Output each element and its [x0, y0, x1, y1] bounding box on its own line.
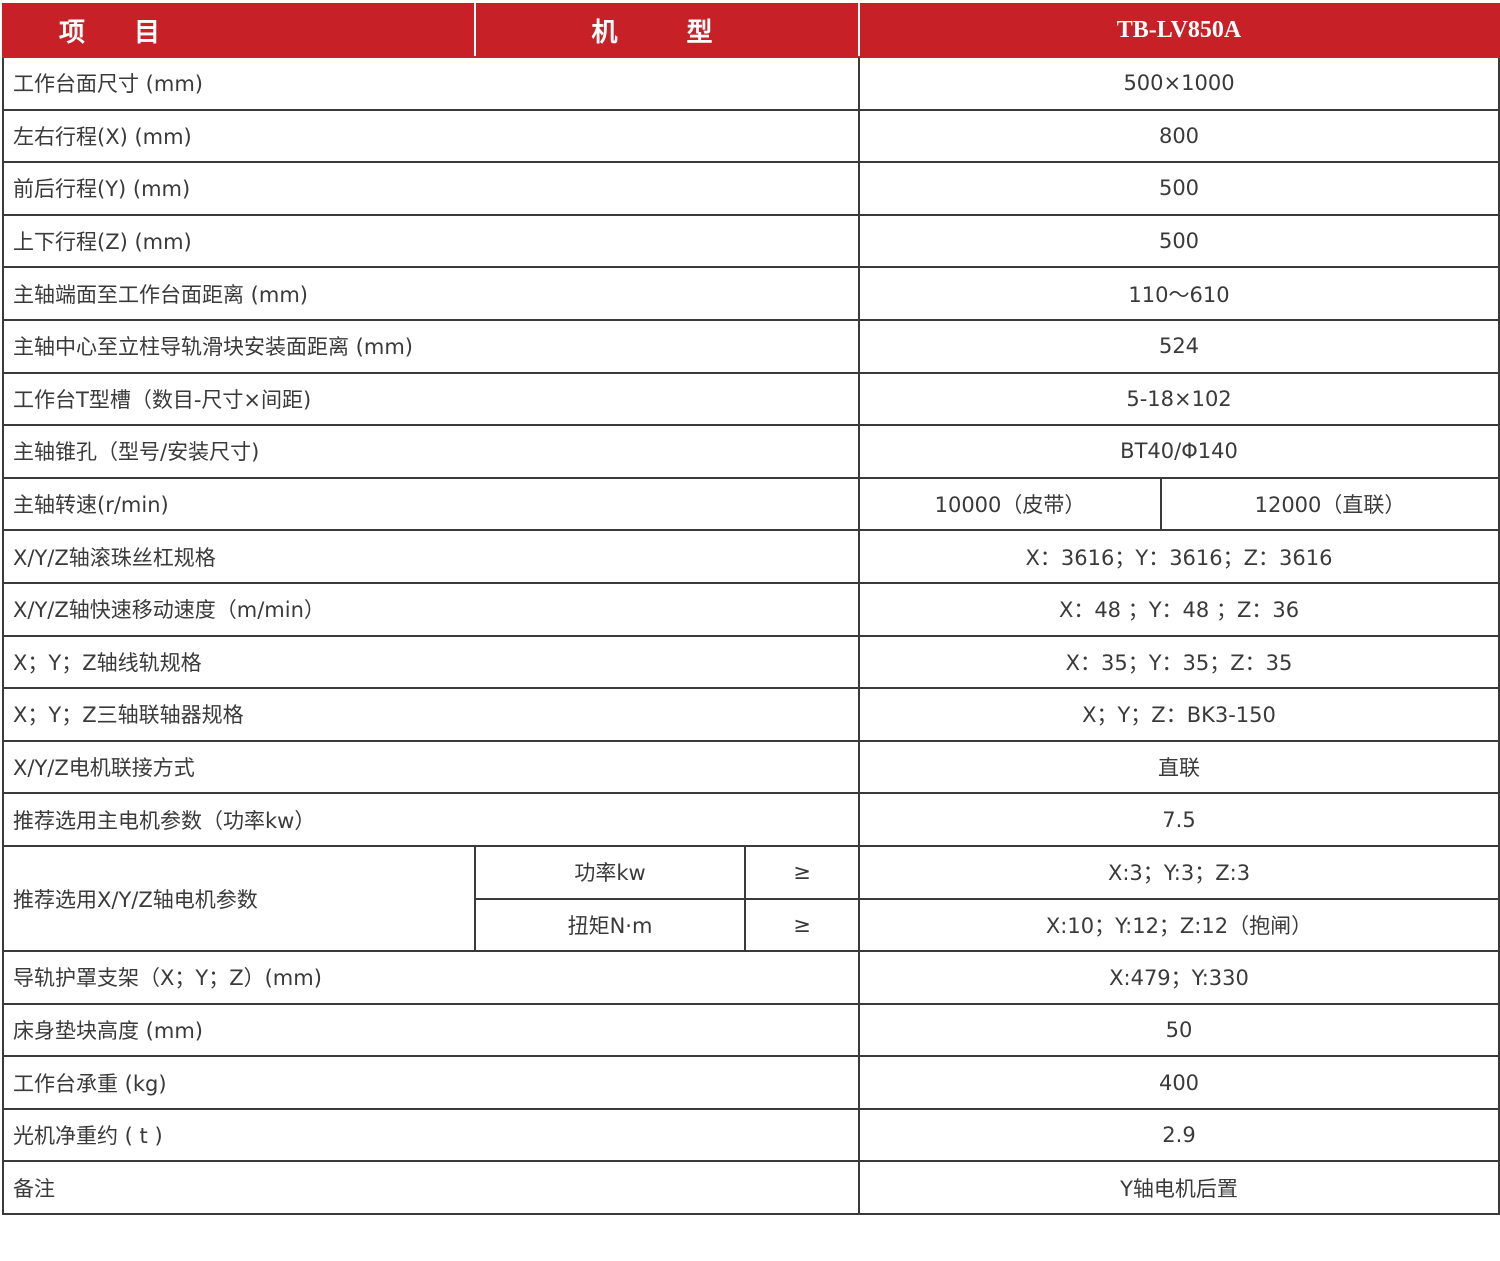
table-row: 备注 Y轴电机后置 [2, 1160, 1500, 1216]
header-model: TB-LV850A [857, 3, 1500, 58]
row-label: 床身垫块高度 (mm) [2, 1002, 860, 1058]
row-label: 工作台T型槽（数目-尺寸×间距) [2, 371, 860, 427]
table-row: 工作台承重 (kg) 400 [2, 1055, 1500, 1110]
header-model-label: 机 型 [474, 3, 860, 58]
table-row: X/Y/Z电机联接方式 直联 [2, 739, 1500, 795]
row-value: 110～610 [857, 266, 1500, 321]
row-label: X；Y；Z轴线轨规格 [2, 634, 860, 690]
row-label: X/Y/Z电机联接方式 [2, 739, 860, 795]
row-value: X：35；Y：35；Z：35 [857, 634, 1500, 690]
row-value-direct: 12000（直联） [1159, 476, 1500, 532]
row-label: 推荐选用主电机参数（功率kw） [2, 792, 860, 847]
row-label: 主轴端面至工作台面距离 (mm) [2, 266, 860, 321]
table-row-motor-power: 推荐选用X/Y/Z轴电机参数 功率kw ≥ X:3；Y:3；Z:3 [2, 844, 1500, 953]
row-value: 50 [857, 1002, 1500, 1058]
table-row: 左右行程(X) (mm) 800 [2, 108, 1500, 164]
row-value: X:479；Y:330 [857, 950, 1500, 1005]
row-value: X：3616；Y：3616；Z：3616 [857, 529, 1500, 584]
row-label: X/Y/Z轴滚珠丝杠规格 [2, 529, 860, 584]
row-label: 前后行程(Y) (mm) [2, 161, 860, 216]
table-row: X；Y；Z轴线轨规格 X：35；Y：35；Z：35 [2, 634, 1500, 690]
row-value: X:3；Y:3；Z:3 [857, 844, 1500, 900]
row-label: 主轴锥孔（型号/安装尺寸) [2, 424, 860, 479]
table-row: 上下行程(Z) (mm) 500 [2, 213, 1500, 269]
row-value: 7.5 [857, 792, 1500, 847]
row-label: 上下行程(Z) (mm) [2, 213, 860, 269]
row-value: 800 [857, 108, 1500, 164]
spec-table: 项 目 机 型 TB-LV850A 工作台面尺寸 (mm) 500×1000 左右行… [2, 3, 1500, 1216]
table-row: 床身垫块高度 (mm) 50 [2, 1002, 1500, 1058]
row-label: 工作台面尺寸 (mm) [2, 56, 860, 111]
table-row: 主轴中心至立柱导轨滑块安装面距离 (mm) 524 [2, 318, 1500, 374]
sub-label: 功率kw [474, 844, 746, 900]
table-row: X/Y/Z轴滚珠丝杠规格 X：3616；Y：3616；Z：3616 [2, 529, 1500, 584]
row-value: 直联 [857, 739, 1500, 795]
row-value: 524 [857, 318, 1500, 374]
row-value: 500 [857, 213, 1500, 269]
row-label: 左右行程(X) (mm) [2, 108, 860, 164]
table-row: 主轴锥孔（型号/安装尺寸) BT40/Φ140 [2, 424, 1500, 479]
row-value-belt: 10000（皮带） [858, 476, 1162, 532]
table-row: 前后行程(Y) (mm) 500 [2, 161, 1500, 216]
row-label: 主轴转速(r/min) [2, 476, 860, 532]
row-value: Y轴电机后置 [857, 1160, 1500, 1216]
row-label: 主轴中心至立柱导轨滑块安装面距离 (mm) [2, 318, 860, 374]
row-label: X；Y；Z三轴联轴器规格 [2, 687, 860, 742]
header-row: 项 目 机 型 TB-LV850A [2, 3, 1500, 58]
row-value: X：48 ；Y：48 ；Z：36 [857, 581, 1500, 637]
operator: ≥ [744, 897, 860, 953]
row-value: 500×1000 [857, 56, 1500, 111]
table-row-motor-torque: 扭矩N·m ≥ X:10；Y:12；Z:12（抱闸） [3, 897, 1500, 953]
row-label: X/Y/Z轴快速移动速度（m/min） [2, 581, 860, 637]
row-label: 推荐选用X/Y/Z轴电机参数 [2, 844, 476, 953]
table-row: 主轴端面至工作台面距离 (mm) 110～610 [2, 266, 1500, 321]
table-row: 推荐选用主电机参数（功率kw） 7.5 [2, 792, 1500, 847]
row-value: BT40/Φ140 [857, 424, 1500, 479]
row-label: 导轨护罩支架（X；Y；Z）(mm) [2, 950, 860, 1005]
row-label: 光机净重约 ( t ) [2, 1107, 860, 1163]
row-value: 400 [857, 1055, 1500, 1110]
table-row: 工作台面尺寸 (mm) 500×1000 [2, 56, 1500, 111]
table-row: 光机净重约 ( t ) 2.9 [2, 1107, 1500, 1163]
table-row: X/Y/Z轴快速移动速度（m/min） X：48 ；Y：48 ；Z：36 [2, 581, 1500, 637]
table-row: 工作台T型槽（数目-尺寸×间距) 5-18×102 [2, 371, 1500, 427]
row-value: 5-18×102 [857, 371, 1500, 427]
table-row: 导轨护罩支架（X；Y；Z）(mm) X:479；Y:330 [2, 950, 1500, 1005]
row-value: 500 [857, 161, 1500, 216]
row-value: X；Y；Z：BK3-150 [857, 687, 1500, 742]
operator: ≥ [744, 844, 860, 900]
row-label: 工作台承重 (kg) [2, 1055, 860, 1110]
sub-label: 扭矩N·m [474, 897, 746, 953]
header-item: 项 目 [2, 3, 476, 58]
table-row-spindle-speed: 主轴转速(r/min) 10000（皮带） 12000（直联） [2, 476, 1500, 532]
row-value: 2.9 [857, 1107, 1500, 1163]
row-label: 备注 [2, 1160, 860, 1216]
table-row: X；Y；Z三轴联轴器规格 X；Y；Z：BK3-150 [2, 687, 1500, 742]
row-value: X:10；Y:12；Z:12（抱闸） [857, 897, 1500, 953]
